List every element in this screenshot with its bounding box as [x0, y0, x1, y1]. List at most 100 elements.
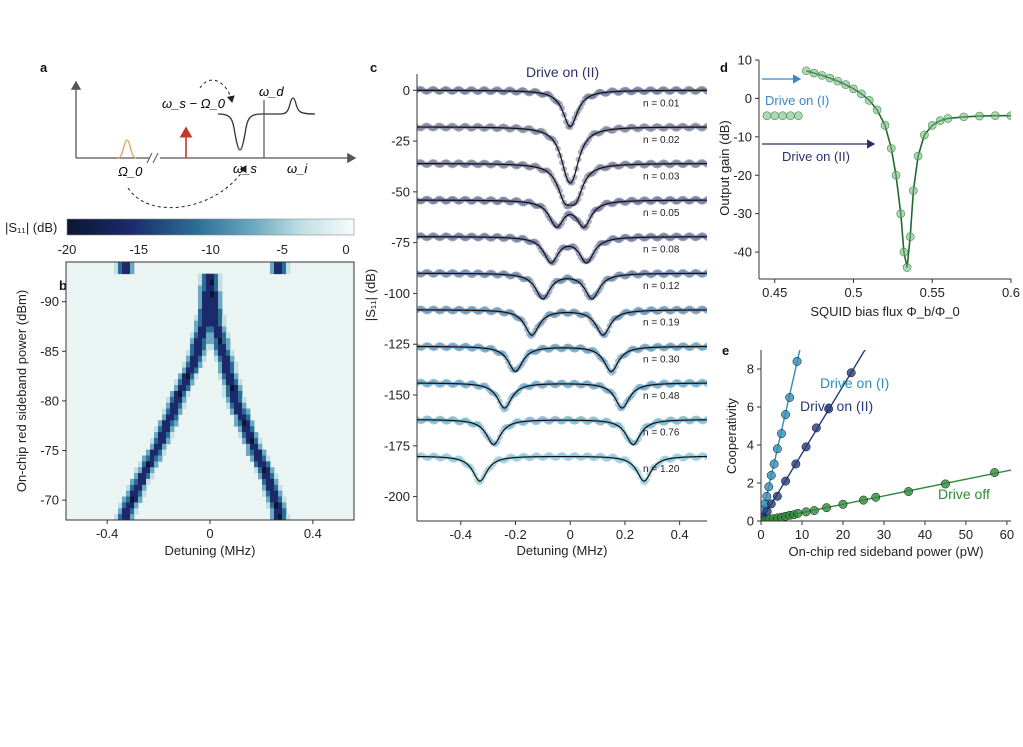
heatmap-cell — [194, 349, 199, 357]
heatmap-cell — [274, 267, 279, 275]
heatmap-cell — [262, 473, 267, 480]
schematic-panel: ω_s − Ω_0 ω_d ω_s ω_i Ω_0 — [70, 79, 357, 209]
heatmap-cell — [118, 262, 123, 269]
trace-group: n = 0.30 — [417, 341, 707, 376]
fit-curve — [417, 89, 707, 128]
gain-data-point — [990, 111, 1000, 121]
photon-number-label: n = 0.05 — [643, 208, 680, 219]
heatmap-cell — [210, 320, 215, 327]
heatmap-cell — [182, 373, 187, 380]
heatmap-cell — [274, 478, 279, 486]
trace-group: n = 0.76 — [417, 415, 707, 448]
heatmap-cell — [250, 443, 255, 451]
cooperativity-point — [801, 442, 811, 452]
heatmap-cell — [166, 402, 171, 409]
heatmap-cell — [114, 514, 119, 521]
colorbar-gradient — [66, 218, 355, 236]
gain-data-point — [920, 130, 929, 140]
heatmap-cell — [206, 320, 211, 327]
heatmap-cell — [218, 338, 223, 345]
heatmap-cell — [218, 373, 223, 380]
cooperativity-point — [940, 479, 950, 489]
heatmap-cell — [202, 344, 207, 351]
heatmap-cell — [266, 502, 271, 509]
y-tick-label: 10 — [738, 53, 752, 68]
heatmap-cell — [146, 478, 151, 486]
gain-data-point — [899, 247, 909, 257]
heatmap-cell — [134, 496, 139, 503]
measured-point — [704, 88, 707, 95]
gain-data-point — [770, 111, 780, 121]
y-tick-label: -150 — [384, 388, 410, 403]
heatmap-cell — [258, 473, 263, 480]
heatmap-cell — [238, 379, 243, 386]
y-tick-label: -50 — [391, 184, 410, 199]
heatmap-cell — [154, 432, 159, 439]
fit-curve — [417, 162, 707, 206]
heatmap-cell — [134, 473, 139, 480]
heatmap-cell — [234, 391, 239, 398]
heatmap-cell — [254, 455, 259, 462]
heatmap-cell — [190, 379, 195, 386]
heatmap-cell — [186, 349, 191, 357]
heatmap-cell — [214, 338, 219, 345]
trace-group: n = 0.48 — [417, 378, 707, 413]
heatmap-cell — [202, 349, 207, 357]
heatmap-cell — [166, 408, 171, 415]
measured-point — [704, 122, 707, 129]
heatmap-cell — [170, 432, 175, 439]
fit-curve — [417, 309, 707, 336]
heatmap-cell — [262, 484, 267, 492]
heatmap-cell — [186, 385, 191, 392]
heatmap-cell — [210, 326, 215, 333]
heatmap-cell — [198, 297, 203, 304]
heatmap-cell — [126, 508, 131, 515]
cooperativity-point — [838, 499, 848, 509]
heatmap-cell — [206, 279, 211, 286]
heatmap-cell — [218, 355, 223, 363]
heatmap-cell — [202, 303, 207, 310]
heatmap-cell — [174, 396, 179, 404]
x-tick-label: 30 — [877, 527, 891, 542]
heatmap-cell — [230, 349, 235, 357]
heatmap-cell — [198, 291, 203, 298]
gain-data-point — [849, 84, 858, 94]
heatmap-cell — [258, 467, 263, 474]
gain-y-label: Output gain (dB) — [717, 120, 732, 215]
heatmap-cell — [218, 279, 223, 286]
heatmap-cell — [222, 373, 227, 380]
heatmap-cell — [126, 502, 131, 509]
heatmap-cell — [226, 379, 231, 386]
heatmap-cell — [158, 449, 163, 456]
heatmap-cell — [162, 420, 167, 427]
y-tick-label: 0 — [745, 91, 752, 106]
gain-data-point — [817, 71, 827, 80]
heatmap-cell — [218, 297, 223, 304]
label-omega0: Ω_0 — [118, 164, 143, 179]
heatmap-cell — [266, 478, 271, 486]
heatmap-cell — [258, 443, 263, 451]
y-tick-label: 0 — [403, 83, 410, 98]
heatmap-cell — [142, 455, 147, 462]
heatmap-cell — [206, 308, 211, 316]
heatmap-cell — [226, 391, 231, 398]
heatmap-cell — [238, 385, 243, 392]
heatmap-cell — [134, 478, 139, 486]
heatmap-cell — [234, 385, 239, 392]
x-tick-label: 0.4 — [671, 527, 689, 542]
heatmap-cell — [198, 303, 203, 310]
heatmap-cell — [198, 344, 203, 351]
heatmap-cell — [214, 297, 219, 304]
heatmap-cell — [162, 426, 167, 433]
heatmap-cell — [130, 478, 135, 486]
heatmap-cell — [270, 267, 275, 275]
heatmap-cell — [218, 320, 223, 327]
x-tick-label: 0.55 — [920, 285, 945, 300]
label-omega-i: ω_i — [287, 161, 308, 176]
photon-number-label: n = 0.19 — [643, 318, 680, 329]
heatmap-cell — [126, 267, 131, 275]
heatmap-cell — [138, 490, 143, 497]
heatmap-cell — [194, 373, 199, 380]
x-tick-label: -0.2 — [504, 527, 526, 542]
heatmap-cell — [198, 355, 203, 363]
